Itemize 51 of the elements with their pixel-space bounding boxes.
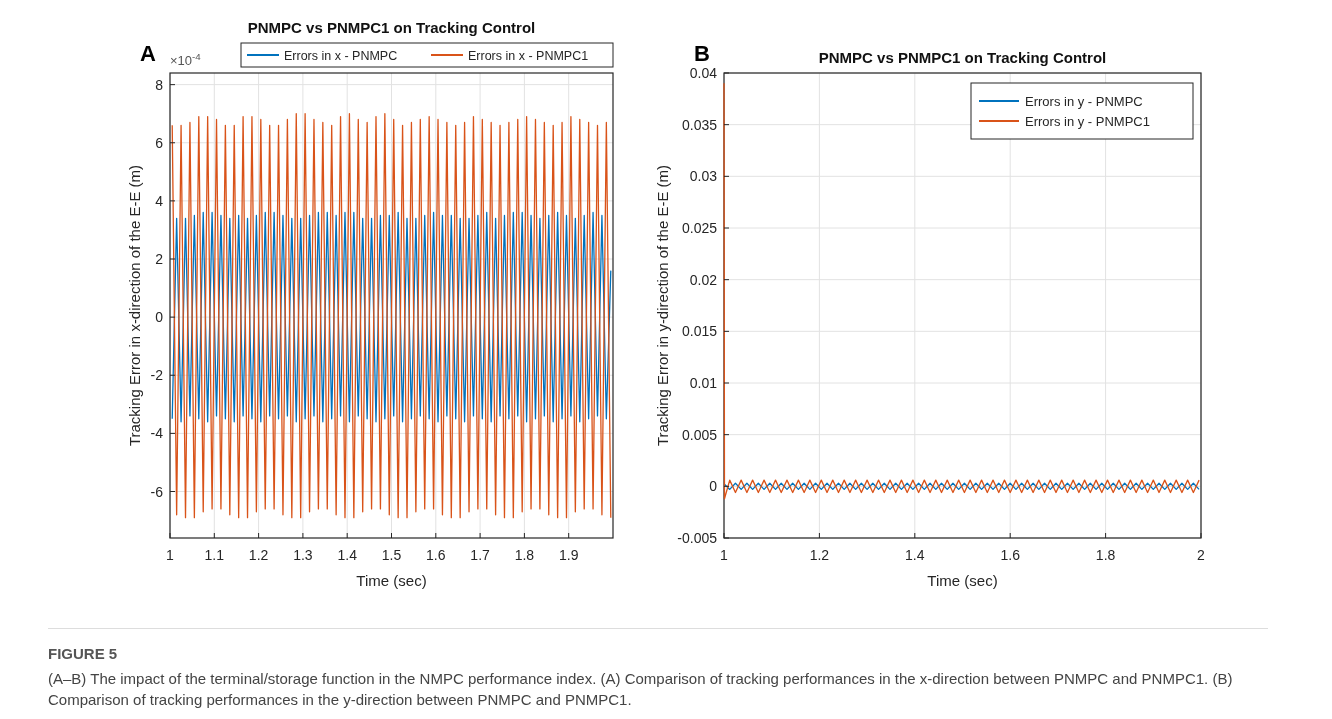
line-series: [171, 113, 612, 519]
y-axis-title: Tracking Error in y-direction of the E-E (m): [654, 164, 671, 447]
x-tick-label: 1: [720, 547, 729, 563]
y-tick-label: 0: [709, 478, 718, 495]
y-tick-label: 6: [155, 134, 164, 151]
chart-title: PNMPC vs PNMPC1 on Tracking Control: [818, 49, 1107, 66]
x-tick-label: 1.1: [204, 547, 225, 563]
x-tick-label: 1: [166, 547, 175, 563]
x-tick-label: 1.3: [293, 547, 313, 563]
y-tick-label: 0.02: [689, 271, 718, 288]
y-tick-label: 0.015: [681, 323, 718, 340]
line-series: [723, 82, 1200, 500]
y-axis-title: Tracking Error in x-direction of the E-E (m): [126, 164, 143, 447]
x-tick-label: 1.6: [426, 547, 446, 563]
x-tick-label: 1.5: [381, 547, 402, 563]
y-tick-label: -2: [150, 367, 164, 384]
legend-label: Errors in x - PNMPC: [284, 49, 398, 63]
y-tick-label: -6: [150, 483, 164, 500]
x-tick-label: 1.2: [248, 547, 269, 563]
y-tick-label: 0.04: [689, 65, 718, 81]
y-tick-label: -0.005: [677, 530, 718, 546]
y-tick-label: 4: [155, 192, 164, 209]
y-tick-label: 0.03: [689, 168, 718, 185]
y-tick-label: 0.035: [681, 116, 718, 133]
caption: FIGURE 5: [48, 644, 119, 664]
chart-title: PNMPC vs PNMPC1 on Tracking Control: [247, 19, 536, 36]
y-tick-label: 8: [155, 76, 164, 93]
x-tick-label: 1.2: [809, 547, 830, 563]
y-tick-label: 2: [155, 251, 164, 267]
legend-label: Errors in x - PNMPC1: [468, 49, 589, 63]
x-tick-label: 1.8: [514, 547, 535, 563]
x-tick-label: 2: [1197, 547, 1206, 563]
x-tick-label: 1.6: [1000, 547, 1021, 563]
x-tick-label: 1.4: [905, 547, 925, 563]
legend-label: Errors in y - PNMPC: [1025, 94, 1143, 109]
x-tick-label: 1.9: [558, 547, 579, 563]
x-axis-title: Time (sec): [356, 572, 427, 589]
x-tick-label: 1.4: [337, 547, 358, 563]
y-tick-label: -4: [150, 425, 164, 442]
x-tick-label: 1.7: [470, 547, 491, 563]
y-tick-label: 0: [155, 309, 164, 326]
x-tick-label: 1.8: [1095, 547, 1116, 563]
text: A: [140, 41, 156, 66]
text: B: [694, 41, 710, 66]
text: ×10$^{-4}$: [170, 50, 202, 68]
legend-label: Errors in y - PNMPC1: [1025, 114, 1150, 129]
x-axis-title: Time (sec): [927, 572, 998, 589]
text: (A–B) The impact of the terminal/storage function in the NMPC performance index. (A) Comparison of tracking performances in the x-direction between PNMPC and PNMPC1. (B) Comparison of tracking performances in the y-direction between PNMPC and PNMPC1.: [48, 669, 1234, 710]
y-tick-label: 0.005: [681, 426, 718, 443]
y-tick-label: 0.025: [681, 220, 718, 236]
y-tick-label: 0.01: [689, 375, 718, 391]
